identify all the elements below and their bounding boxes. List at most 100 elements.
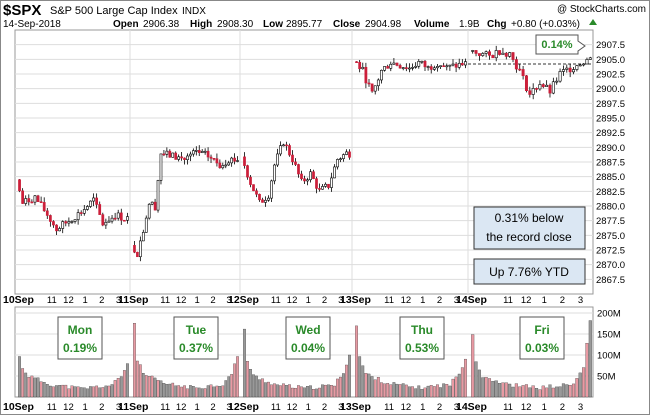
candle: [426, 66, 430, 68]
volume-bar: [285, 385, 288, 398]
x-hour-label: 12: [521, 295, 532, 306]
candle: [548, 84, 552, 94]
x-hour-label: 2: [560, 295, 565, 306]
volume-bar: [303, 387, 306, 398]
candle: [582, 63, 586, 66]
volume-bar: [383, 383, 386, 398]
volume-bar: [501, 382, 505, 398]
candle: [417, 61, 421, 67]
day-name: Tue: [186, 323, 207, 337]
volume-bar: [514, 383, 518, 398]
candle: [147, 203, 151, 219]
candle: [136, 251, 139, 258]
high-label: High: [190, 19, 212, 30]
x-hour-label: 2: [210, 295, 215, 306]
volume-bar: [373, 379, 377, 398]
volume-bar: [212, 386, 216, 398]
candle: [273, 164, 276, 182]
candle: [227, 162, 231, 166]
volume-bar: [411, 386, 414, 398]
volume-bar: [192, 386, 195, 398]
candle: [401, 67, 405, 69]
volume-bar: [474, 361, 478, 398]
volume-bar: [141, 373, 145, 398]
x-day-label: 10Sep: [3, 401, 34, 413]
volume-bar: [504, 382, 508, 398]
y-tick-label: 2905.0: [596, 55, 625, 66]
day-name: Wed: [295, 323, 320, 337]
volume-bar: [291, 387, 294, 398]
candle: [212, 158, 216, 160]
x-hour-label: 11: [384, 402, 394, 413]
candle: [404, 67, 408, 69]
day-name: Thu: [411, 323, 433, 337]
candle: [55, 224, 58, 232]
volume-bar: [119, 376, 123, 398]
candle: [27, 198, 31, 203]
volume-bar: [177, 385, 180, 398]
candle: [180, 156, 183, 159]
volume-bar: [327, 384, 330, 398]
volume-bar: [194, 387, 198, 398]
volume-bar: [209, 384, 213, 398]
volume-bar: [386, 383, 390, 398]
volume-bar: [312, 389, 315, 398]
candle: [186, 155, 189, 161]
candle: [327, 183, 330, 188]
candle: [474, 50, 478, 54]
candle: [541, 84, 545, 87]
x-hour-label: 11: [160, 295, 170, 306]
volume-bar: [230, 374, 233, 398]
candle: [439, 65, 442, 68]
y-tick-label: 2872.5: [596, 246, 625, 257]
candle: [488, 51, 491, 56]
x-hour-label: 3: [226, 295, 231, 306]
volume-bar: [197, 387, 201, 398]
candle: [258, 193, 261, 201]
volume-bar: [426, 385, 430, 398]
candle: [236, 160, 239, 162]
x-hour-label: 11: [271, 295, 281, 306]
x-hour-label: 12: [401, 402, 412, 413]
volume-bar: [159, 380, 163, 398]
candle: [183, 157, 186, 161]
candle: [197, 150, 201, 153]
volume-bar: [233, 363, 236, 398]
volume-bar: [33, 377, 37, 398]
volume-bar: [294, 387, 297, 398]
y-tick-label: 2902.5: [596, 70, 625, 81]
volume-bar: [107, 385, 111, 398]
candle: [168, 150, 172, 158]
x-hour-label: 2: [210, 402, 215, 413]
volume-bar: [342, 373, 345, 398]
candle: [555, 80, 559, 83]
candle: [282, 144, 285, 147]
candle: [355, 61, 358, 63]
volume-bar: [548, 384, 552, 398]
volume-bar: [511, 386, 515, 398]
y-tick-label: 2885.0: [596, 172, 625, 183]
chg-up-arrow-icon: [589, 19, 597, 25]
candle: [246, 165, 249, 178]
chg-label: Chg: [487, 19, 506, 30]
volume-bar: [575, 378, 579, 398]
candle: [383, 66, 386, 71]
low-value: 2895.77: [286, 19, 323, 30]
candle: [209, 156, 213, 159]
candle: [276, 153, 279, 166]
volume-bar: [18, 356, 21, 398]
candle: [498, 50, 502, 55]
volume-bar: [110, 384, 114, 398]
candle: [261, 199, 264, 203]
candle: [442, 65, 446, 68]
x-hour-label: 3: [116, 402, 121, 413]
volume-bars: [18, 320, 592, 398]
candle: [330, 177, 333, 188]
volume-bar: [568, 385, 572, 398]
volume-bar: [330, 385, 333, 398]
x-hour-label: 12: [521, 402, 532, 413]
candle: [255, 190, 258, 195]
candle: [73, 219, 77, 222]
volume-bar: [432, 386, 436, 398]
volume-bar: [306, 386, 309, 398]
